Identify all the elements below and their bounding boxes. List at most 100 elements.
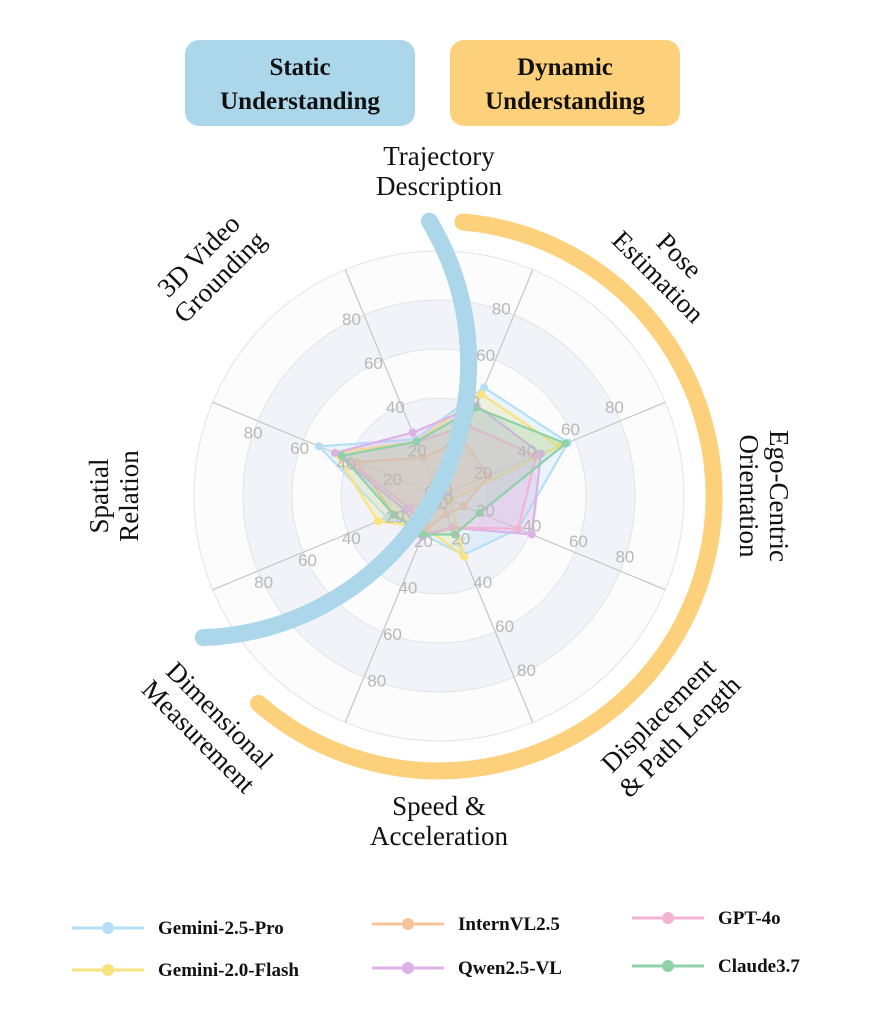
legend-marker-gpt-4o xyxy=(662,912,674,924)
grid-ring-20 xyxy=(389,446,489,546)
category-label-3d-video-grounding: 3D VideoGrounding xyxy=(147,204,272,329)
group-headers: Static Understanding Dynamic Understanding xyxy=(185,40,680,126)
group-arc-static-understanding xyxy=(194,212,478,647)
tick-label: 40 xyxy=(342,529,361,548)
tick-label: 0 xyxy=(443,481,452,500)
legend-item-gemini-2-0-flash: Gemini-2.0-Flash xyxy=(72,960,299,981)
tick-label: 40 xyxy=(522,517,541,536)
legend-label-gemini-2-5-pro: Gemini-2.5-Pro xyxy=(158,918,284,939)
data-point-claude3-7-ego-centric-orientation xyxy=(475,508,484,517)
data-point-qwen2-5-vl-ego-centric-orientation xyxy=(527,530,536,539)
tick-label: 40 xyxy=(386,398,405,417)
data-point-internvl2-5-displacement-path-length xyxy=(442,510,451,519)
data-point-gemini-2-0-flash-ego-centric-orientation xyxy=(446,496,455,505)
category-label-trajectory-description: Trajectory Description xyxy=(376,141,502,201)
data-point-qwen2-5-vl-spatial-relation xyxy=(330,448,339,457)
tick-label: 40 xyxy=(398,578,417,597)
legend-marker-gemini-2-0-flash xyxy=(102,964,114,976)
tick-label: 80 xyxy=(492,300,511,319)
legend-label-qwen2-5-vl: Qwen2.5-VL xyxy=(458,958,562,979)
category-label-displacement-path-length: Displacement& Path Length xyxy=(591,648,746,803)
group-arc-dynamic-understanding xyxy=(250,213,723,780)
data-point-claude3-7-3d-video-grounding xyxy=(412,437,421,446)
data-point-qwen2-5-vl-3d-video-grounding xyxy=(408,428,417,437)
tick-label: 80 xyxy=(605,398,624,417)
category-label-spatial-relation: SpatialRelation xyxy=(84,450,144,542)
tick-label: 60 xyxy=(569,532,588,551)
data-point-gemini-2-5-pro-dimensional-measurement xyxy=(382,513,391,522)
data-point-gpt-4o-displacement-path-length xyxy=(448,523,457,532)
legend-item-claude3-7: Claude3.7 xyxy=(632,956,800,977)
tick-label: 80 xyxy=(517,661,536,680)
legend-item-internvl2-5: InternVL2.5 xyxy=(372,914,560,935)
data-point-internvl2-5-spatial-relation xyxy=(353,458,362,467)
data-point-gemini-2-0-flash-displacement-path-length xyxy=(460,553,469,562)
legend-item-gpt-4o: GPT-4o xyxy=(632,908,781,929)
legend-label-claude3-7: Claude3.7 xyxy=(718,956,800,977)
data-point-gemini-2-0-flash-dimensional-measurement xyxy=(373,517,382,526)
data-point-gemini-2-5-pro-trajectory-description xyxy=(480,383,488,392)
legend-marker-claude3-7 xyxy=(662,960,674,972)
data-point-internvl2-5-ego-centric-orientation xyxy=(459,502,468,511)
tick-label: 60 xyxy=(561,420,580,439)
data-point-gemini-2-5-pro-spatial-relation xyxy=(315,442,323,451)
data-point-internvl2-5-pose-estimation xyxy=(484,471,493,480)
data-point-claude3-7-displacement-path-length xyxy=(450,530,459,539)
legend-item-qwen2-5-vl: Qwen2.5-VL xyxy=(372,958,562,979)
spoke-spatial-relation xyxy=(212,401,440,497)
tick-label: 60 xyxy=(290,439,309,458)
category-label-ego-centric-orientation: Ego-CentricOrientation xyxy=(734,430,794,562)
category-label-pose-estimation: PoseEstimation xyxy=(606,204,732,330)
tick-label: 60 xyxy=(476,346,495,365)
legend-marker-internvl2-5 xyxy=(402,918,414,930)
tick-label: 0 xyxy=(439,494,448,513)
tick-label: 20 xyxy=(451,529,470,548)
spoke-dimensional-measurement xyxy=(212,495,440,591)
data-point-claude3-7-spatial-relation xyxy=(337,451,346,460)
tick-label: 80 xyxy=(615,548,634,567)
legend-marker-gemini-2-5-pro xyxy=(102,922,114,934)
legend-marker-qwen2-5-vl xyxy=(402,962,414,974)
legend-label-internvl2-5: InternVL2.5 xyxy=(458,914,560,935)
tick-label: 20 xyxy=(473,464,492,483)
tick-label: 60 xyxy=(495,617,514,636)
category-label-dimensional-measurement: DimensionalMeasurement xyxy=(136,653,283,800)
tick-label: 80 xyxy=(254,573,273,592)
tick-label: 20 xyxy=(408,442,427,461)
legend-item-gemini-2-5-pro: Gemini-2.5-Pro xyxy=(72,918,284,939)
data-point-gemini-2-0-flash-trajectory-description xyxy=(477,390,486,399)
legend-label-gemini-2-0-flash: Gemini-2.0-Flash xyxy=(158,960,299,981)
data-point-claude3-7-pose-estimation xyxy=(561,439,570,448)
grid-ring-80 xyxy=(242,299,636,693)
tick-label: 40 xyxy=(517,442,536,461)
tick-label: 0 xyxy=(444,489,453,508)
tick-label: 60 xyxy=(298,551,317,570)
category-label-speed-acceleration: Speed & Acceleration xyxy=(370,791,508,851)
tick-label: 20 xyxy=(386,507,405,526)
data-point-gpt-4o-ego-centric-orientation xyxy=(514,524,523,533)
tick-label: 60 xyxy=(383,625,402,644)
group-header-static-understanding: Static Understanding xyxy=(220,54,380,115)
group-header-box-dynamic-understanding xyxy=(450,40,680,126)
tick-label: 40 xyxy=(337,454,356,473)
tick-label: 60 xyxy=(364,354,383,373)
group-header-box-static-understanding xyxy=(185,40,415,126)
tick-label: 40 xyxy=(473,573,492,592)
data-point-gpt-4o-dimensional-measurement xyxy=(405,504,414,513)
tick-label: 80 xyxy=(244,423,263,442)
legend: Gemini-2.5-Pro Gemini-2.0-Flash InternVL2.… xyxy=(72,908,800,981)
data-point-internvl2-5-3d-video-grounding xyxy=(419,453,428,462)
data-point-claude3-7-speed-acceleration xyxy=(419,530,428,539)
group-arcs xyxy=(194,212,723,780)
group-header-dynamic-understanding: Dynamic Understanding xyxy=(485,54,645,115)
data-point-gpt-4o-pose-estimation xyxy=(532,451,541,460)
data-point-claude3-7-dimensional-measurement xyxy=(389,510,398,519)
tick-label: 80 xyxy=(342,310,361,329)
legend-label-gpt-4o: GPT-4o xyxy=(718,908,781,929)
tick-label: 20 xyxy=(414,532,433,551)
tick-label: 20 xyxy=(383,470,402,489)
tick-label: 20 xyxy=(476,501,495,520)
grid-ring-60 xyxy=(291,348,587,644)
tick-label: 80 xyxy=(367,671,386,690)
